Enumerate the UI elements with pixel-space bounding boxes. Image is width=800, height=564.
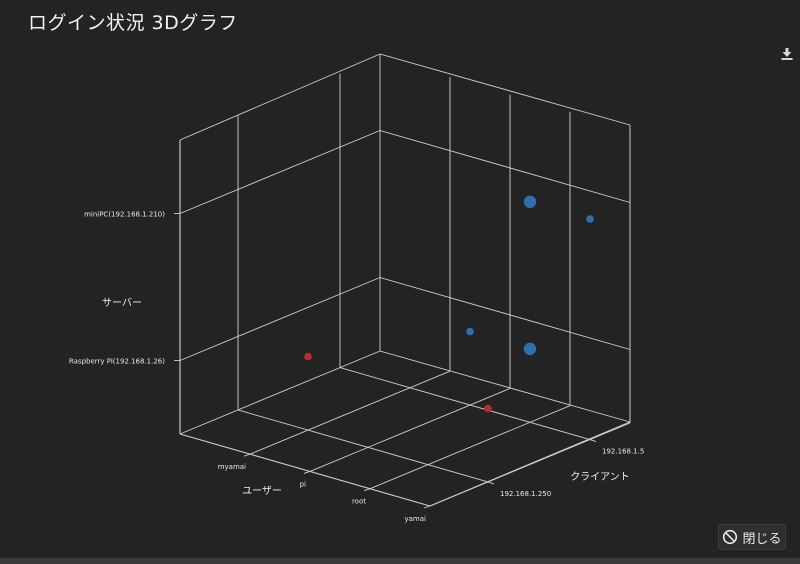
- floor-edge-left: [179, 350, 381, 435]
- prohibited-icon: [723, 529, 738, 545]
- back-wall-grid-z-1: [379, 130, 631, 203]
- bottom-strip: [0, 558, 800, 564]
- data-point-4[interactable]: [304, 352, 312, 361]
- left-wall-grid-z-0: [179, 277, 381, 361]
- left-wall-grid-z-1: [179, 130, 381, 214]
- data-point-1[interactable]: [523, 342, 537, 356]
- axis-line-x: [179, 433, 431, 507]
- floor-edge-back: [379, 350, 631, 423]
- y-tick-mark-0: [487, 481, 495, 485]
- z-axis-title: サーバー: [102, 297, 142, 309]
- floor-grid-x-0: [249, 370, 451, 455]
- page-title: ログイン状況 3Dグラフ: [28, 12, 238, 34]
- x-axis-title: ユーザー: [242, 485, 282, 497]
- y-axis-title: クライアント: [570, 471, 630, 483]
- z-tick-label-1: miniPC(192.168.1.210): [84, 211, 165, 219]
- y-tick-label-0: 192.168.1.250: [500, 490, 551, 498]
- back-wall-grid-z-0: [379, 277, 631, 350]
- floor-grid-y-1: [339, 367, 591, 441]
- download-icon[interactable]: [780, 46, 794, 60]
- floor-grid-x-3: [429, 422, 631, 507]
- x-tick-label-0: myamai: [218, 463, 246, 471]
- top-left-edge: [179, 53, 381, 141]
- data-point-0[interactable]: [523, 195, 537, 209]
- x-tick-mark-0: [243, 453, 251, 457]
- top-back-edge: [379, 53, 631, 126]
- close-button-label: 閉じる: [742, 531, 782, 547]
- data-point-3[interactable]: [466, 327, 474, 336]
- floor-grid-x-2: [369, 405, 571, 490]
- data-point-2[interactable]: [586, 215, 594, 223]
- z-tick-label-0: Raspberry Pi(192.168.1.26): [69, 358, 165, 366]
- y-tick-label-1: 192.168.1.5: [602, 448, 644, 456]
- x-tick-label-2: root: [352, 498, 366, 506]
- data-point-5[interactable]: [484, 404, 492, 413]
- x-tick-label-1: pi: [300, 480, 306, 488]
- x-tick-mark-3: [423, 505, 431, 509]
- floor-grid-x-1: [309, 388, 511, 472]
- x-tick-label-3: yamai: [405, 515, 427, 523]
- close-button[interactable]: 閉じる: [718, 524, 786, 550]
- x-tick-mark-1: [303, 471, 311, 474]
- y-tick-mark-1: [589, 439, 597, 443]
- floor-grid-y-0: [237, 409, 489, 483]
- x-tick-mark-2: [363, 488, 371, 492]
